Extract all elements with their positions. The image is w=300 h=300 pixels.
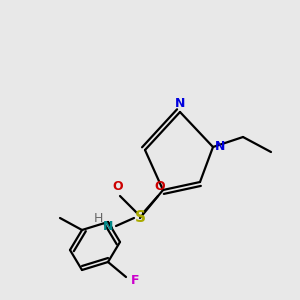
- Text: N: N: [175, 97, 185, 110]
- Text: N: N: [215, 140, 225, 154]
- Text: O: O: [155, 180, 165, 193]
- Text: F: F: [131, 274, 140, 286]
- Text: O: O: [113, 180, 123, 193]
- Text: S: S: [134, 211, 146, 226]
- Text: N: N: [103, 220, 113, 232]
- Text: H: H: [93, 212, 103, 224]
